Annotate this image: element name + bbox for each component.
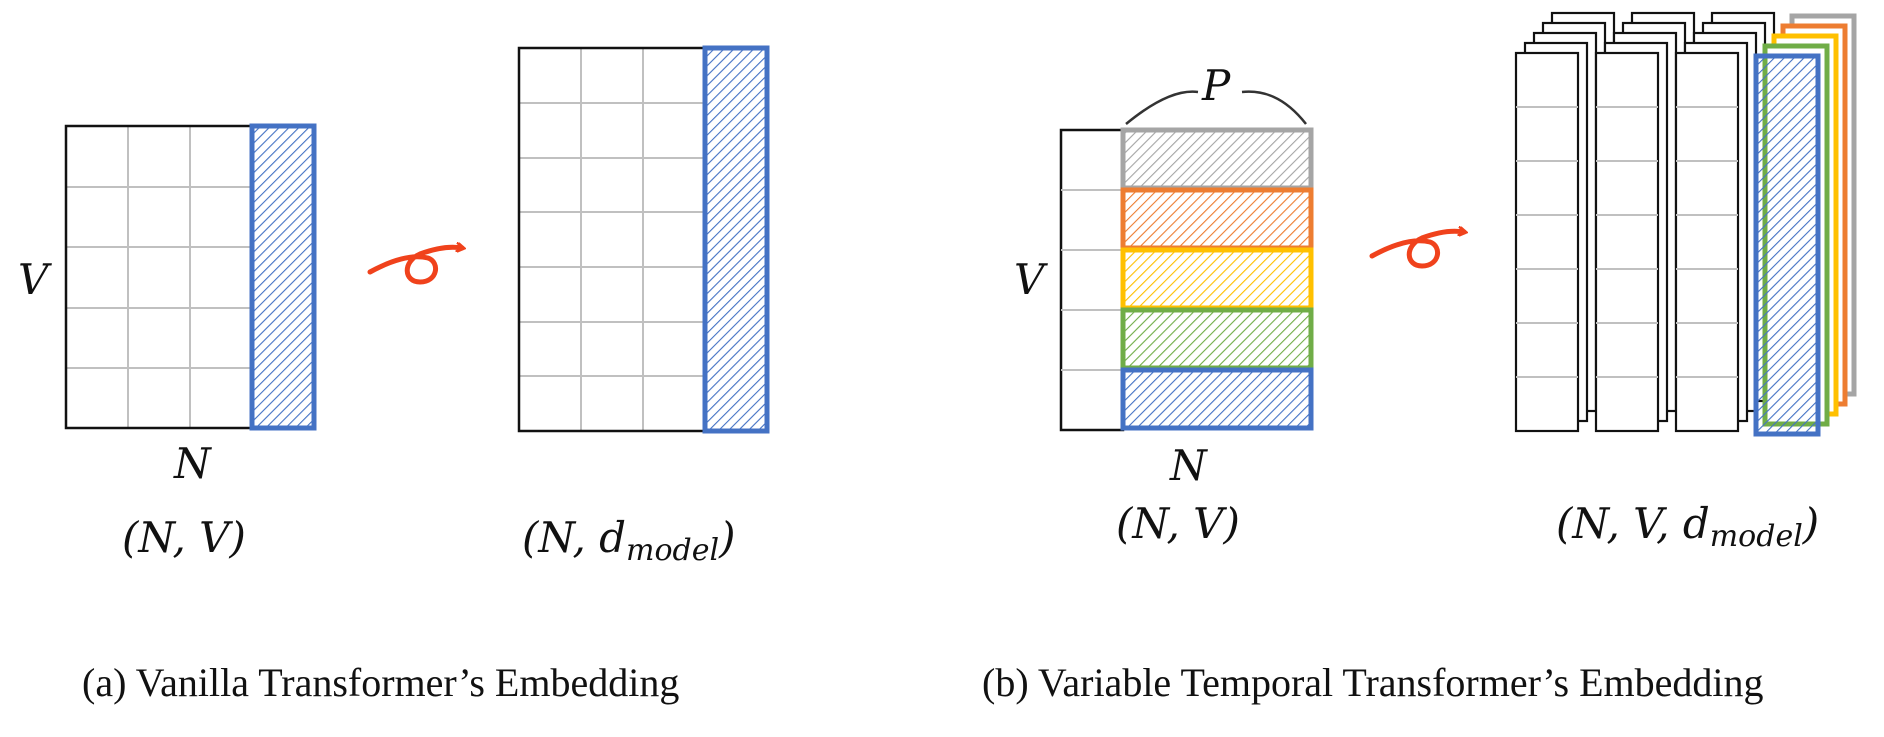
patch-brace	[1125, 90, 1307, 125]
col-label-n-a: N	[173, 439, 212, 488]
row-label-v-b: V	[1014, 255, 1048, 304]
shape-label-output-a: (N, dmodel)	[522, 513, 736, 568]
caption-a: (a) Vanilla Transformer’s Embedding	[82, 660, 679, 705]
transform-arrow-a	[367, 247, 462, 285]
output-stack-b	[1514, 11, 1857, 437]
output-matrix-a	[517, 45, 770, 434]
panel-b: P V N (N, V) (N, V, dmodel) (b) Variable…	[982, 11, 1857, 705]
shape-label-input-b: (N, V)	[1116, 499, 1240, 548]
stack-column-2-layer-1	[1594, 51, 1660, 433]
patch-label-p: P	[1201, 61, 1231, 110]
patch-yellow	[1120, 247, 1314, 311]
stack-column-3-layer-1	[1674, 51, 1740, 433]
row-label-v-a: V	[18, 255, 52, 304]
highlighted-column-output-a	[702, 45, 770, 434]
patch-blue	[1120, 367, 1314, 431]
highlighted-column-a	[249, 123, 317, 431]
patch-orange	[1120, 187, 1314, 251]
caption-b: (b) Variable Temporal Transformer’s Embe…	[982, 660, 1764, 705]
transform-arrow-b	[1369, 231, 1464, 269]
stack-embedding-blue	[1753, 53, 1821, 437]
shape-label-input-a: (N, V)	[122, 513, 246, 562]
patch-green	[1120, 307, 1314, 371]
input-matrix-b	[1059, 127, 1314, 432]
shape-label-output-b: (N, V, dmodel)	[1556, 499, 1819, 554]
panel-a: V N (N, V) (N, dmodel) (a) Vanilla Trans…	[18, 45, 770, 705]
stack-column-1-layer-1	[1514, 51, 1580, 433]
input-matrix-a	[64, 123, 317, 431]
patch-gray	[1120, 127, 1314, 191]
col-label-n-b: N	[1169, 441, 1208, 490]
